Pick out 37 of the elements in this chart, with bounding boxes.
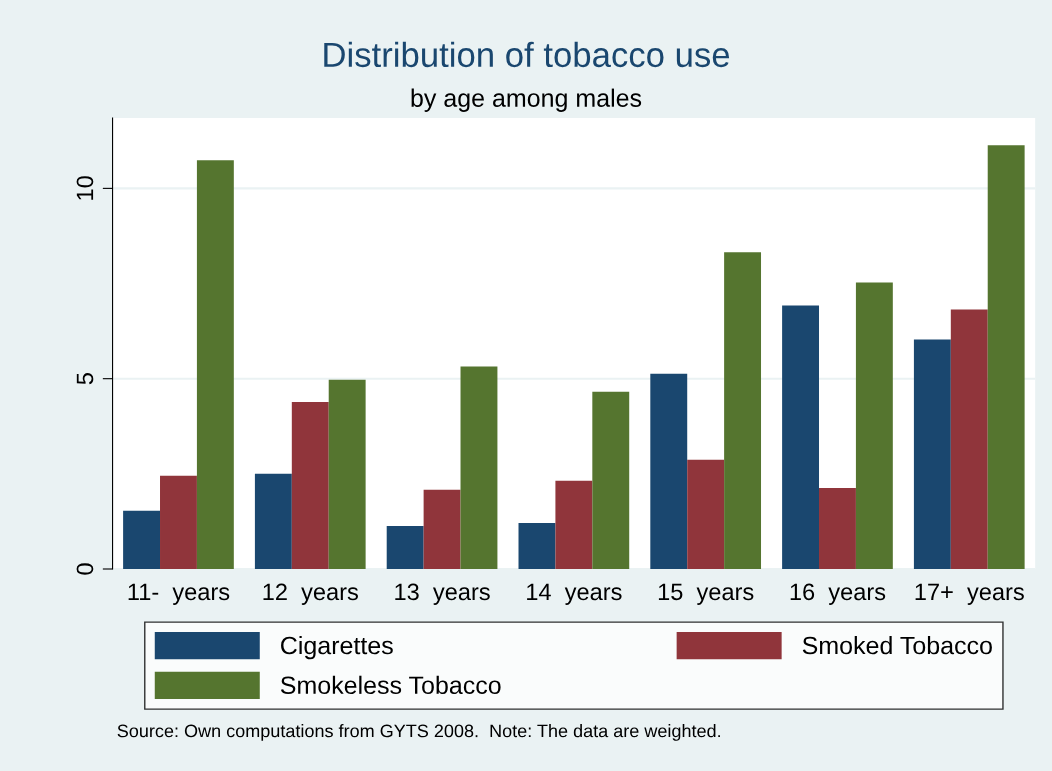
bar — [987, 145, 1025, 569]
bar — [687, 459, 725, 569]
x-tick-label: 15 years — [658, 583, 754, 605]
bar — [254, 473, 292, 569]
bar — [650, 373, 688, 569]
chart-subtitle: by age among males — [411, 88, 642, 112]
x-tick-label: 16 years — [790, 583, 886, 605]
legend-label: Smokeless Tobacco — [280, 675, 501, 695]
bar — [328, 379, 366, 569]
bar — [160, 475, 197, 569]
bar — [291, 401, 329, 569]
bar — [950, 309, 988, 569]
legend-label: Smoked Tobacco — [802, 635, 992, 655]
bar — [518, 522, 556, 569]
legend-label: Cigarettes — [281, 635, 393, 660]
chart-title: Distribution of tobacco use — [324, 41, 730, 68]
bar — [386, 525, 424, 569]
bar — [592, 391, 630, 569]
bar — [196, 160, 234, 569]
bar — [855, 282, 893, 569]
source-note: Source: Own computations from GYTS 2008. Note: The data are weighted. — [117, 724, 720, 741]
x-tick-label: 12 years — [263, 583, 358, 605]
bar — [782, 305, 820, 569]
x-tick-label: 14 years — [527, 583, 622, 605]
bar — [123, 510, 161, 569]
y-tick-label: 5 — [76, 373, 94, 385]
y-tick-label: 0 — [76, 563, 94, 575]
bar — [423, 489, 461, 569]
y-tick-label: 10 — [76, 176, 94, 200]
bar — [460, 366, 498, 569]
x-tick-label: 13 years — [395, 583, 490, 605]
x-tick-label: 11- years — [128, 583, 230, 605]
bar — [555, 480, 593, 569]
x-tick-label: 17+ years — [915, 583, 1024, 605]
bar — [724, 252, 762, 569]
bar — [913, 339, 951, 569]
bar — [819, 487, 856, 569]
